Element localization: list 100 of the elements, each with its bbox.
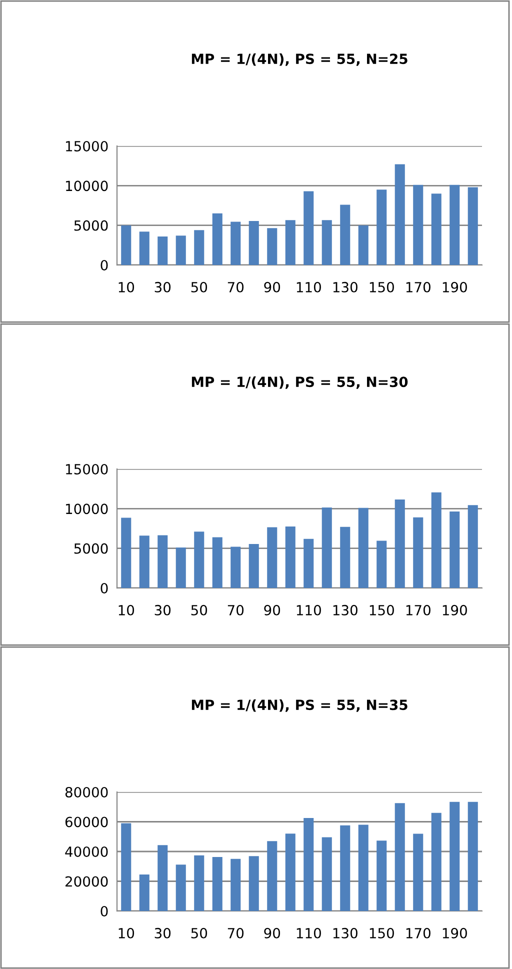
y-tick-label: 0: [100, 260, 108, 270]
y-tick-label: 15000: [66, 140, 108, 152]
x-tick-label: 130: [333, 282, 358, 292]
y-tick-label: 60000: [65, 816, 108, 828]
bar: [468, 505, 478, 588]
bar: [304, 538, 314, 588]
bar: [358, 824, 368, 911]
bar: [194, 532, 204, 588]
chart-title: MP = 1/(4N), PS = 55, N=30: [192, 376, 408, 389]
x-tick-label: 130: [333, 928, 358, 938]
bar: [431, 194, 442, 265]
bar: [230, 222, 241, 265]
y-tick-label: 0: [100, 582, 108, 594]
x-tick-label: 110: [296, 928, 321, 938]
bar: [431, 492, 442, 588]
bar: [176, 548, 186, 588]
y-tick-label: 5000: [74, 220, 108, 231]
bar: [358, 225, 368, 265]
x-tick-label: 90: [264, 928, 280, 938]
chart-title: MP = 1/(4N), PS = 55, N=25: [192, 53, 408, 66]
bar: [450, 802, 460, 911]
x-tick-label: 130: [333, 604, 358, 616]
bar: [376, 190, 387, 265]
bar: [248, 544, 259, 588]
y-tick-label: 10000: [66, 504, 108, 514]
bar: [431, 812, 442, 911]
x-tick-label: 10: [118, 282, 134, 292]
y-tick-label: 15000: [66, 464, 108, 474]
bar: [267, 841, 278, 911]
bar: [376, 840, 387, 911]
x-tick-label: 150: [370, 282, 394, 292]
bar: [322, 507, 332, 588]
bar: [139, 874, 150, 911]
bar: [248, 220, 259, 265]
bar: [121, 823, 132, 911]
x-tick-label: 150: [370, 928, 394, 938]
x-tick-label: 90: [264, 282, 280, 292]
bar: [322, 220, 332, 265]
bar: [267, 527, 278, 588]
bar: [413, 517, 424, 588]
x-tick-label: 70: [228, 928, 244, 938]
bar: [139, 232, 150, 265]
x-tick-label: 30: [154, 928, 171, 938]
y-tick-label: 80000: [65, 786, 108, 798]
bar: [121, 518, 132, 588]
bar: [413, 834, 424, 911]
bar: [158, 845, 168, 911]
bar: [139, 536, 150, 588]
bar: [230, 858, 241, 911]
x-tick-label: 190: [442, 282, 467, 292]
bar: [212, 537, 222, 588]
bar: [194, 855, 204, 911]
bar: [450, 511, 460, 588]
x-tick-label: 170: [406, 282, 430, 292]
x-tick-label: 190: [442, 928, 467, 938]
bar: [248, 856, 259, 911]
bar: [394, 803, 405, 911]
bar: [468, 187, 478, 265]
bar: [340, 204, 350, 265]
x-tick-label: 90: [264, 604, 280, 616]
bar: [358, 508, 368, 588]
bar: [176, 864, 186, 911]
bar: [450, 184, 460, 265]
x-tick-label: 70: [228, 282, 244, 292]
x-tick-label: 110: [296, 282, 321, 292]
bar: [267, 228, 278, 265]
x-tick-label: 50: [191, 928, 208, 938]
bar: [322, 837, 332, 911]
x-tick-label: 30: [154, 282, 171, 292]
x-tick-label: 10: [118, 604, 134, 616]
x-tick-label: 110: [296, 604, 321, 616]
bar: [394, 164, 405, 265]
x-tick-label: 170: [406, 928, 430, 938]
bar: [176, 236, 186, 265]
chart-title: MP = 1/(4N), PS = 55, N=35: [192, 699, 408, 712]
y-tick-label: 40000: [65, 846, 108, 857]
x-tick-label: 30: [154, 604, 171, 616]
bar: [468, 802, 478, 911]
x-tick-label: 190: [442, 604, 467, 616]
bar: [212, 857, 222, 911]
y-tick-label: 5000: [74, 543, 108, 554]
bar: [413, 184, 424, 265]
x-tick-label: 70: [228, 604, 244, 616]
x-tick-label: 50: [191, 604, 208, 616]
bar: [376, 540, 387, 588]
bar: [121, 225, 132, 265]
y-tick-label: 20000: [66, 876, 108, 887]
bar: [285, 220, 296, 265]
bar: [158, 535, 168, 588]
bar: [285, 526, 296, 588]
bar: [394, 500, 405, 588]
x-tick-label: 150: [370, 604, 394, 616]
x-tick-label: 170: [406, 604, 430, 616]
bar: [285, 834, 296, 911]
bar: [230, 546, 241, 588]
bar: [194, 230, 204, 265]
y-tick-label: 0: [100, 906, 108, 916]
y-tick-label: 10000: [66, 180, 108, 192]
bar: [158, 236, 168, 265]
bar: [304, 191, 314, 265]
